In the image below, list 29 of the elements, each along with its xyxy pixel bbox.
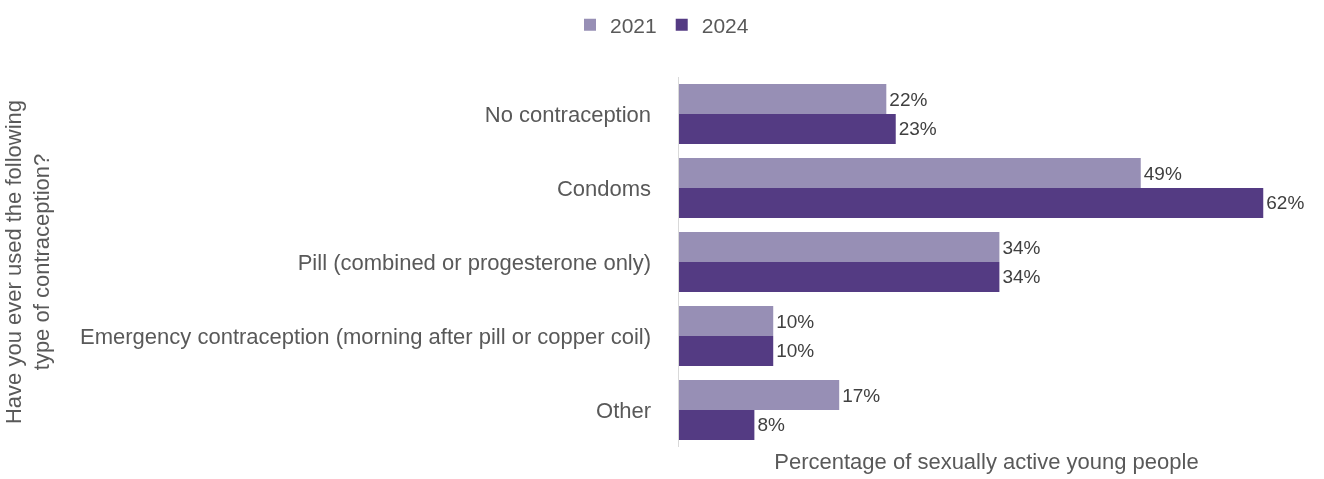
data-label: 10%: [776, 340, 815, 362]
data-label: 49%: [1143, 162, 1182, 184]
y-tick-label: Other: [596, 397, 652, 423]
bar: [679, 188, 1264, 218]
data-label: 22%: [889, 88, 928, 110]
y-tick-label: No contraception: [484, 101, 652, 127]
y-tick-label: Condoms: [556, 175, 652, 201]
legend-label: 2021: [610, 13, 657, 37]
data-label: 34%: [1002, 266, 1041, 288]
bar: [679, 158, 1141, 188]
data-label: 10%: [776, 310, 815, 332]
y-axis-title: Have you ever used the following type of contraception?: [0, 99, 55, 425]
y-tick-label: Emergency contraception (morning after pill or copper coil): [80, 323, 652, 349]
bar: [679, 84, 887, 114]
x-axis-title: Percentage of sexually active young people: [774, 448, 1199, 474]
bar: [679, 232, 1000, 262]
bar: [679, 410, 755, 440]
data-label: 8%: [757, 414, 785, 436]
bar: [679, 262, 1000, 292]
bar: [679, 114, 896, 144]
data-label: 23%: [898, 118, 937, 140]
bar: [679, 380, 840, 410]
bar: [679, 336, 774, 366]
data-label: 62%: [1266, 192, 1305, 214]
legend-label: 2024: [701, 13, 749, 37]
y-tick-label: Pill (combined or progesterone only): [297, 249, 652, 275]
bar: [679, 306, 774, 336]
data-label: 34%: [1002, 236, 1041, 258]
data-label: 17%: [842, 384, 881, 406]
